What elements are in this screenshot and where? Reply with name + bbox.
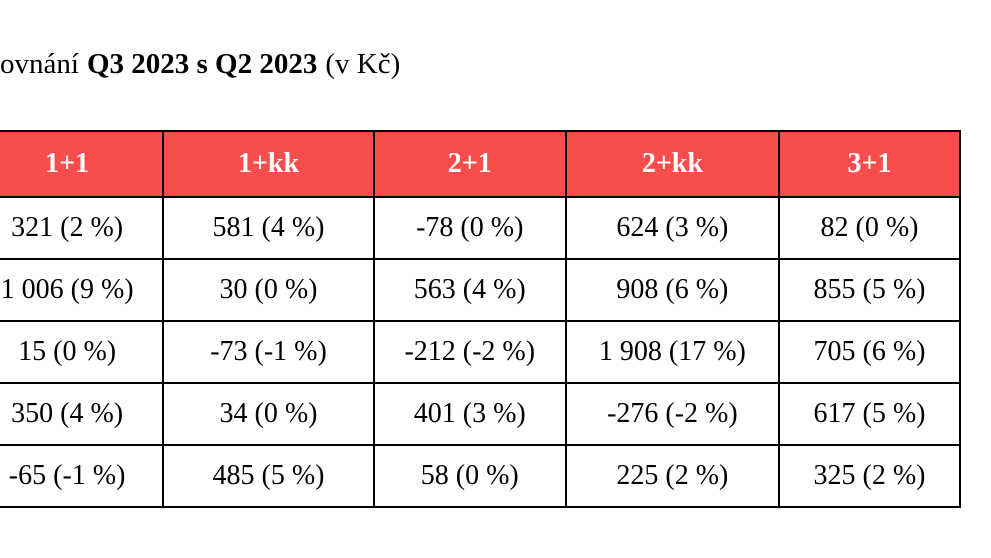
- table-cell: 325 (2 %): [778, 444, 961, 508]
- table-row: 1 006 (9 %) 30 (0 %) 563 (4 %) 908 (6 %) 855…: [0, 258, 961, 322]
- title-lead: ovnání: [0, 48, 79, 80]
- table-row: 350 (4 %) 34 (0 %) 401 (3 %) -276 (-2 %) 617…: [0, 382, 961, 446]
- table-cell: 581 (4 %): [162, 196, 375, 260]
- table-row: 321 (2 %) 581 (4 %) -78 (0 %) 624 (3 %) 82 (…: [0, 196, 961, 260]
- table-cell: 705 (6 %): [778, 320, 961, 384]
- table-cell: 617 (5 %): [778, 382, 961, 446]
- table-cell: -78 (0 %): [372, 196, 567, 260]
- table-body: 321 (2 %) 581 (4 %) -78 (0 %) 624 (3 %) 82 (…: [0, 196, 961, 508]
- table-cell: 350 (4 %): [0, 382, 165, 446]
- table-row: 15 (0 %) -73 (-1 %) -212 (-2 %) 1 908 (17 %…: [0, 320, 961, 384]
- header-cell: 2+1: [372, 130, 567, 198]
- table-cell: 1 006 (9 %): [0, 258, 165, 322]
- title-bold: Q3 2023 s Q2 2023: [86, 48, 318, 80]
- table-cell: 908 (6 %): [564, 258, 781, 322]
- title: ovnání Q3 2023 s Q2 2023 (v Kč): [0, 48, 408, 81]
- header-cell: 2+kk: [564, 130, 781, 198]
- table-cell: 624 (3 %): [564, 196, 781, 260]
- table-cell: 225 (2 %): [564, 444, 781, 508]
- table-cell: 30 (0 %): [162, 258, 375, 322]
- table-cell: 82 (0 %): [778, 196, 961, 260]
- table-cell: -212 (-2 %): [372, 320, 567, 384]
- table-cell: 485 (5 %): [162, 444, 375, 508]
- table-cell: 1 908 (17 %): [564, 320, 781, 384]
- table-cell: 58 (0 %): [372, 444, 567, 508]
- header-cell: 3+1: [778, 130, 961, 198]
- table-cell: -73 (-1 %): [162, 320, 375, 384]
- table-cell: 855 (5 %): [778, 258, 961, 322]
- comparison-table: 1+1 1+kk 2+1 2+kk 3+1 321 (2 %) 581 (4 %) -78 …: [0, 130, 961, 508]
- title-unit: (v Kč): [325, 48, 401, 80]
- table-cell: 401 (3 %): [372, 382, 567, 446]
- table-cell: 15 (0 %): [0, 320, 165, 384]
- header-cell: 1+1: [0, 130, 165, 198]
- header-row: 1+1 1+kk 2+1 2+kk 3+1: [0, 130, 961, 198]
- table-row: -65 (-1 %) 485 (5 %) 58 (0 %) 225 (2 %) 325 …: [0, 444, 961, 508]
- table-cell: 321 (2 %): [0, 196, 165, 260]
- table-cell: 34 (0 %): [162, 382, 375, 446]
- table-cell: -276 (-2 %): [564, 382, 781, 446]
- table-cell: -65 (-1 %): [0, 444, 165, 508]
- header-cell: 1+kk: [162, 130, 375, 198]
- table-cell: 563 (4 %): [372, 258, 567, 322]
